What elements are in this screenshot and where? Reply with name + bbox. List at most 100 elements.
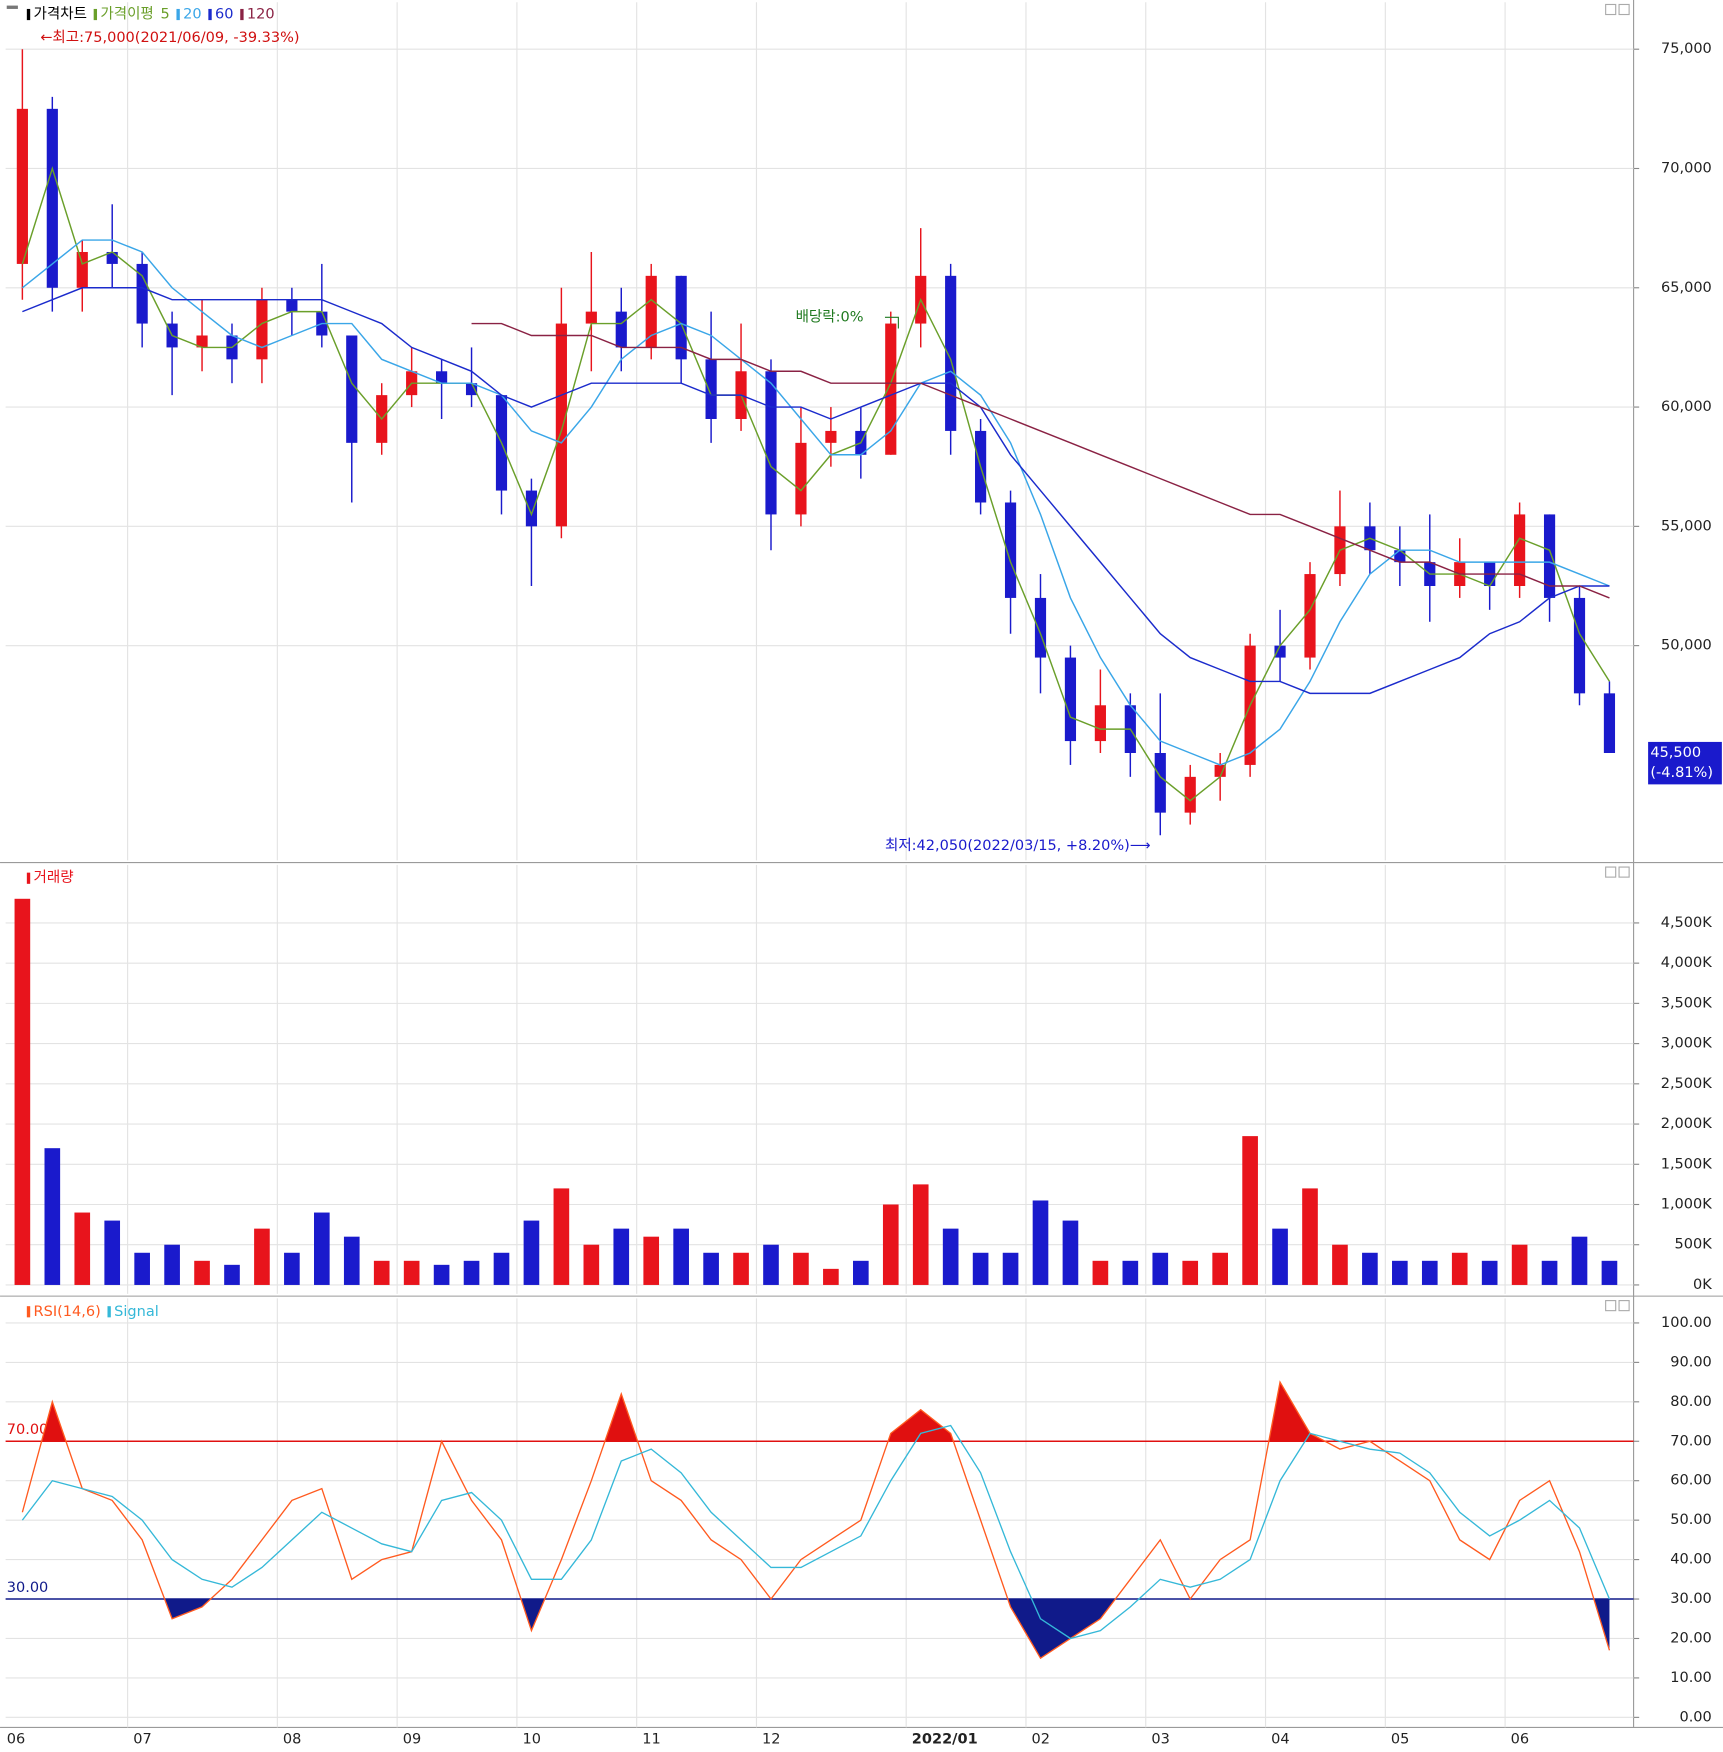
legend-text: RSI(14,6)	[34, 1304, 101, 1320]
y-tick-label: 2,000K	[1661, 1116, 1713, 1132]
volume-bar	[942, 1228, 959, 1285]
volume-bar	[493, 1252, 510, 1285]
panel-button[interactable]	[1605, 1300, 1617, 1312]
volume-bar	[1002, 1252, 1019, 1285]
legend-text: 가격이평	[100, 6, 153, 23]
panel-button[interactable]	[1605, 3, 1617, 16]
legend-text: 120	[247, 7, 275, 23]
volume-bar	[164, 1244, 180, 1285]
volume-bar	[1601, 1260, 1618, 1285]
volume-bar	[1272, 1228, 1288, 1285]
volume-bar	[284, 1252, 300, 1285]
y-tick-label: 50,000	[1661, 638, 1712, 654]
candle-body	[1064, 657, 1077, 742]
volume-bar	[853, 1260, 869, 1285]
y-tick-label: 100.00	[1661, 1315, 1712, 1331]
legend-marker	[26, 8, 31, 21]
volume-bar	[1362, 1252, 1378, 1285]
y-tick-label: 1,500K	[1661, 1156, 1713, 1172]
volume-bar	[703, 1252, 719, 1285]
candle-body	[1394, 550, 1406, 563]
y-tick-label: 2,500K	[1661, 1076, 1713, 1092]
volume-bar	[1032, 1200, 1049, 1285]
x-tick-label: 07	[133, 1732, 151, 1748]
y-tick-label: 75,000	[1661, 41, 1712, 57]
candle-body	[525, 490, 538, 527]
y-tick-label: 65,000	[1661, 280, 1712, 296]
panel-button[interactable]	[1618, 3, 1630, 16]
y-tick-label: 3,500K	[1661, 995, 1713, 1011]
candle-body	[1214, 764, 1226, 777]
panel-button[interactable]	[1618, 1300, 1630, 1312]
change-label: (-4.81%)	[1650, 765, 1713, 781]
y-tick-label: 70,000	[1661, 160, 1712, 176]
candle-body	[76, 251, 88, 288]
x-tick-label: 02	[1032, 1732, 1050, 1748]
x-tick-label: 06	[1511, 1732, 1529, 1748]
y-tick-label: 1,000K	[1661, 1197, 1713, 1213]
x-tick-label: 09	[403, 1732, 421, 1748]
annotation-dividend: 배당락:0%	[796, 308, 864, 325]
volume-bar	[314, 1212, 330, 1285]
rsi-oversold-fill	[22, 1599, 1610, 1659]
candle-body	[1154, 752, 1166, 813]
volume-bar	[1571, 1236, 1588, 1285]
legend-text: Signal	[114, 1304, 159, 1320]
candle-body	[1603, 693, 1616, 753]
candle-body	[825, 430, 837, 443]
volume-bar	[373, 1260, 390, 1285]
volume-bar	[254, 1228, 270, 1285]
panel-button[interactable]	[1605, 866, 1617, 878]
volume-bar	[1092, 1260, 1109, 1285]
moving-average-line	[21, 166, 1611, 802]
annotation-low: 최저:42,050(2022/03/15, +8.20%)⟶	[885, 837, 1151, 854]
volume-bar	[1451, 1252, 1468, 1285]
annotation-high: ←최고:75,000(2021/06/09, -39.33%)	[40, 29, 299, 46]
candle-body	[46, 108, 58, 288]
y-tick-label: 55,000	[1661, 518, 1712, 534]
y-tick-label: 3,000K	[1661, 1036, 1713, 1052]
legend-icon	[6, 5, 18, 9]
panel-button[interactable]	[1618, 866, 1630, 878]
candle-body	[136, 263, 148, 324]
volume-bar	[823, 1268, 839, 1285]
volume-bar	[74, 1212, 91, 1285]
candle-body	[1304, 574, 1316, 658]
legend-marker	[26, 1306, 31, 1318]
y-tick-label: 70.00	[1670, 1433, 1712, 1449]
volume-bar	[1421, 1260, 1438, 1285]
candle-body	[885, 323, 897, 455]
x-tick-label: 03	[1151, 1732, 1169, 1748]
candle-body	[346, 335, 358, 443]
y-tick-label: 60.00	[1670, 1473, 1712, 1489]
volume-bar	[1062, 1220, 1079, 1285]
volume-bar	[763, 1244, 779, 1285]
volume-bar	[1212, 1252, 1228, 1285]
legend-text: 20	[183, 7, 201, 23]
x-tick-label: 04	[1271, 1732, 1289, 1748]
volume-bar	[1152, 1252, 1169, 1285]
y-tick-label: 60,000	[1661, 399, 1712, 415]
moving-average-line	[471, 322, 1610, 599]
rsi-line	[21, 1380, 1611, 1660]
candle-body	[585, 311, 597, 324]
volume-bar	[583, 1244, 600, 1285]
reference-label: 30.00	[7, 1580, 49, 1596]
candle-body	[465, 383, 478, 396]
y-tick-label: 20.00	[1670, 1630, 1712, 1646]
y-tick-label: 40.00	[1670, 1552, 1712, 1568]
candle-body	[436, 371, 448, 384]
volume-bar	[1541, 1260, 1558, 1285]
x-tick-label: 12	[762, 1732, 780, 1748]
volume-bar	[673, 1228, 689, 1285]
x-tick-label: 2022/01	[912, 1732, 978, 1748]
candle-body	[106, 251, 118, 264]
candle-body	[1274, 645, 1286, 658]
y-tick-label: 0K	[1693, 1277, 1712, 1293]
y-tick-label: 50.00	[1670, 1512, 1712, 1528]
y-tick-label: 30.00	[1670, 1591, 1712, 1607]
volume-bar	[343, 1236, 360, 1285]
volume-bar	[1332, 1244, 1348, 1285]
